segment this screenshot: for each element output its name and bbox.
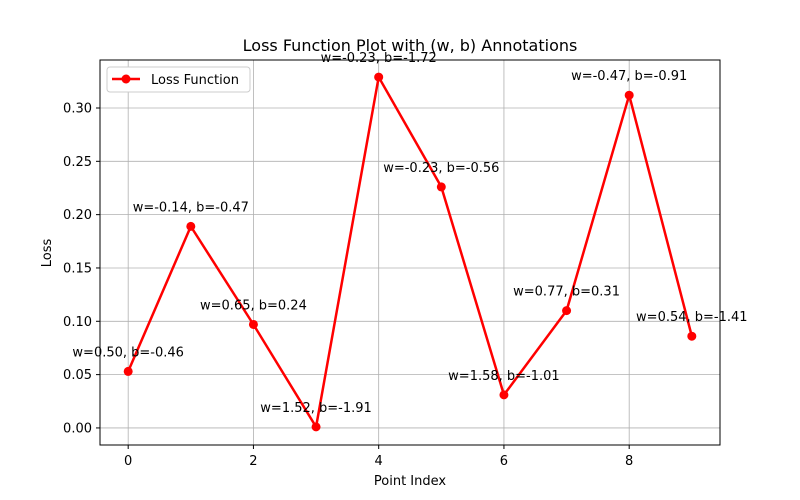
annotations: w=0.50, b=-0.46 w=-0.14, b=-0.47 w=0.65, b… — [72, 51, 747, 416]
y-tick-label: 0.10 — [63, 315, 92, 330]
x-tick-label: 8 — [625, 454, 633, 469]
y-tick-label: 0.20 — [63, 208, 92, 223]
data-point — [436, 182, 446, 192]
y-tick-label: 0.30 — [63, 101, 92, 116]
axis-ticks: 0 2 4 6 8 0.00 0.05 0.10 0.15 0.20 0.25 0.30 — [63, 101, 633, 469]
y-tick-label: 0.15 — [63, 261, 92, 276]
legend-box — [106, 66, 251, 93]
chart-title: Loss Function Plot with (w, b) Annotatio… — [243, 36, 578, 55]
data-point — [186, 221, 196, 231]
point-annotation: w=1.58, b=-1.01 — [448, 369, 560, 384]
y-tick-label: 0.00 — [63, 421, 92, 436]
legend-label: Loss Function — [151, 73, 239, 88]
data-point — [311, 422, 321, 432]
legend: Loss Function — [106, 66, 251, 93]
point-annotation: w=-0.14, b=-0.47 — [133, 200, 249, 215]
series-layer — [123, 72, 697, 432]
series-line — [127, 75, 694, 429]
point-annotation: w=0.54, b=-1.41 — [636, 310, 748, 325]
data-point — [624, 90, 634, 100]
point-annotation: w=-0.23, b=-1.72 — [321, 51, 437, 66]
point-annotation: w=0.77, b=0.31 — [513, 285, 620, 300]
point-annotation: w=0.50, b=-0.46 — [72, 345, 184, 360]
x-tick-label: 6 — [500, 454, 508, 469]
data-point — [562, 306, 572, 316]
x-tick-label: 4 — [375, 454, 383, 469]
data-point — [248, 319, 258, 329]
point-annotation: w=1.52, b=-1.91 — [260, 401, 372, 416]
point-annotation: w=-0.47, b=-0.91 — [571, 69, 687, 84]
legend-marker-swatch — [121, 74, 131, 84]
y-axis-label: Loss — [40, 239, 55, 268]
x-tick-label: 2 — [249, 454, 257, 469]
x-tick-label: 0 — [124, 454, 132, 469]
x-axis-label: Point Index — [374, 474, 447, 489]
plot-area-frame — [99, 59, 721, 446]
y-tick-label: 0.05 — [63, 368, 92, 383]
point-annotation: w=0.65, b=0.24 — [200, 298, 307, 313]
data-point — [687, 331, 697, 341]
data-point — [123, 366, 133, 376]
y-tick-label: 0.25 — [63, 155, 92, 170]
data-point — [374, 72, 384, 82]
grid — [100, 60, 720, 445]
data-point — [499, 390, 509, 400]
point-annotation: w=-0.23, b=-0.56 — [383, 161, 499, 176]
